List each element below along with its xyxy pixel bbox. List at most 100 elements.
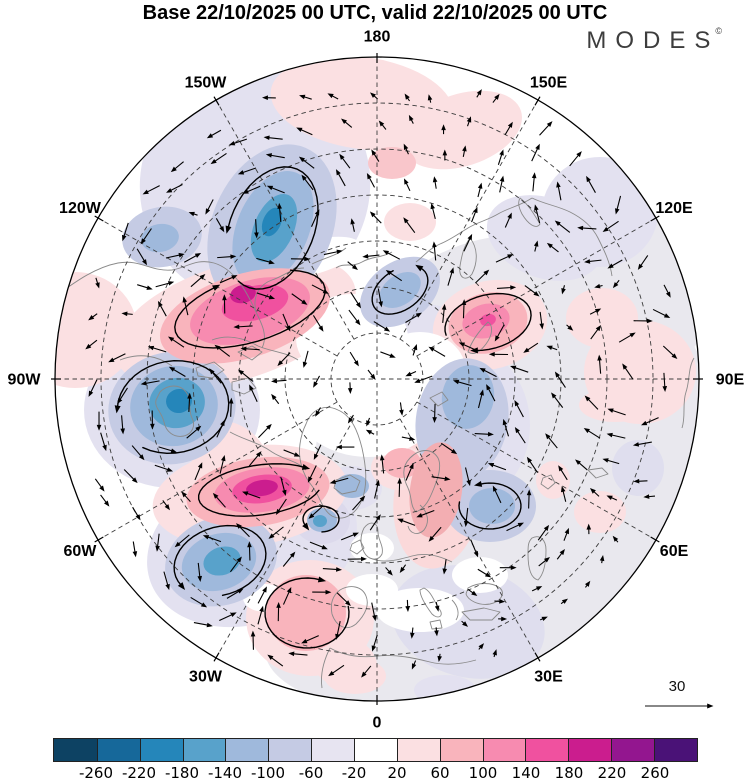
- longitude-label: 60E: [660, 543, 689, 560]
- arrow-head: [170, 166, 177, 173]
- coastline: [360, 522, 383, 560]
- wind-arrow: [118, 387, 128, 401]
- arrow-head: [467, 233, 473, 241]
- polar-map: 180 150E 120E 90E 60E 30E 0 30W 60W 90W 120W 150W 30: [8, 29, 745, 732]
- arrow-head: [584, 580, 591, 587]
- wind-arrow: [311, 284, 326, 293]
- wind-arrow: [210, 129, 222, 137]
- anomaly-blob: [480, 313, 496, 327]
- arrow-head: [470, 347, 478, 354]
- wind-arrow: [197, 562, 201, 578]
- arrow-head: [288, 651, 295, 657]
- wind-arrow: [232, 138, 248, 145]
- arrow-head: [405, 606, 410, 613]
- arrow-head: [371, 149, 377, 156]
- wind-arrow: [238, 525, 250, 538]
- arrow-head: [268, 259, 275, 265]
- arrow-head: [135, 514, 141, 521]
- wind-arrow: [618, 334, 633, 343]
- wind-arrow: [169, 184, 183, 192]
- wind-arrow: [405, 466, 413, 481]
- arrow-head: [412, 343, 418, 351]
- colorbar-cell: [54, 739, 97, 761]
- arrow-head: [370, 373, 376, 380]
- wind-arrow: [371, 602, 376, 618]
- arrow-head: [371, 645, 377, 652]
- wind-arrow: [557, 222, 571, 233]
- arrow-head: [483, 269, 490, 276]
- arrow-head: [499, 149, 504, 156]
- arrow-head: [247, 541, 252, 548]
- arrow-head: [397, 477, 402, 484]
- wind-arrow: [146, 185, 160, 193]
- arrow-head: [501, 616, 508, 622]
- wind-arrow: [177, 534, 190, 545]
- arrow-head: [602, 458, 609, 463]
- arrow-head: [259, 605, 264, 613]
- wind-arrow: [163, 571, 169, 587]
- arrow-head: [556, 181, 561, 188]
- wind-arrow: [447, 271, 453, 286]
- wind-arrow: [624, 366, 634, 380]
- wind-arrow: [556, 374, 566, 388]
- arrow-head: [403, 217, 409, 224]
- arrow-head: [157, 300, 163, 308]
- arrow-head: [437, 655, 442, 663]
- wind-arrow: [430, 526, 442, 539]
- wind-arrow: [282, 313, 290, 329]
- arrow-head: [205, 208, 211, 215]
- wind-arrow: [280, 477, 286, 493]
- arrow-head: [345, 600, 351, 607]
- wind-arrow: [494, 489, 502, 504]
- arrow-head: [415, 264, 424, 272]
- longitude-label: 30E: [534, 669, 563, 686]
- coastline: [155, 385, 195, 437]
- arrow-head: [606, 495, 613, 500]
- arrow-head: [277, 360, 284, 367]
- wind-arrow: [516, 430, 526, 444]
- wind-arrow: [374, 483, 379, 499]
- meridian-line: [216, 100, 355, 340]
- arrow-head: [479, 389, 484, 396]
- arrow-head: [131, 477, 138, 484]
- colorbar-cell: [568, 739, 612, 761]
- arrow-head: [265, 153, 273, 158]
- arrow-head: [473, 551, 479, 558]
- colorbar-level-label: 60: [430, 764, 450, 782]
- meridian-line: [216, 418, 355, 658]
- wind-arrow: [183, 254, 198, 263]
- wind-arrow: [100, 432, 106, 448]
- arrow-head: [449, 267, 454, 274]
- arrow-head: [444, 476, 451, 481]
- coastline: [369, 553, 453, 563]
- arrow-head: [302, 522, 310, 531]
- arrow-head: [322, 289, 329, 294]
- arrow-head: [541, 616, 548, 622]
- arrow-head: [535, 143, 540, 151]
- arrow-head: [607, 263, 614, 269]
- wind-arrow: [400, 519, 416, 526]
- arrow-head: [614, 208, 620, 215]
- arrow-head: [389, 353, 396, 358]
- arrow-head: [222, 294, 227, 301]
- arrow-head: [315, 410, 321, 417]
- arrow-head: [474, 480, 483, 487]
- coastline: [407, 504, 428, 534]
- arrow-head: [478, 643, 485, 650]
- arrow-head: [231, 275, 238, 280]
- arrow-head: [399, 566, 406, 574]
- wind-arrow: [605, 220, 619, 231]
- longitude-label: 120W: [59, 200, 102, 217]
- wind-arrow: [369, 517, 379, 531]
- wind-arrow: [156, 533, 160, 548]
- wind-arrow: [311, 505, 324, 517]
- arrow-head: [514, 400, 520, 407]
- arrow-head: [336, 249, 343, 255]
- arrow-head: [359, 495, 366, 502]
- wind-arrow: [292, 653, 308, 656]
- wind-arrow: [557, 185, 562, 201]
- arrow-head: [599, 554, 605, 562]
- wind-arrow: [610, 259, 623, 267]
- wind-arrow: [513, 366, 529, 373]
- wind-arrow: [652, 308, 667, 317]
